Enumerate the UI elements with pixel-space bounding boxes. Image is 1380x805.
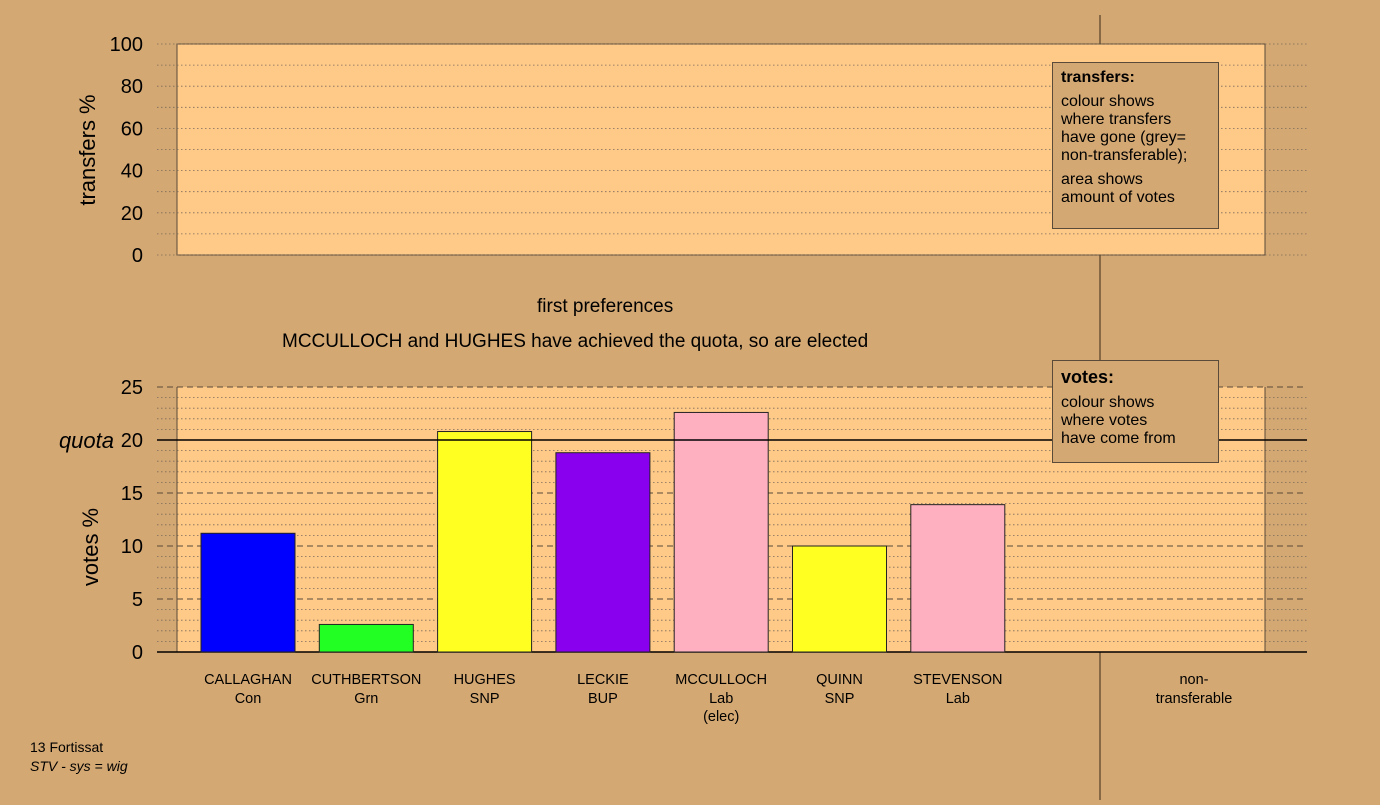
candidate-party-label: SNP — [470, 691, 500, 707]
votes-tick-label: 10 — [121, 536, 143, 558]
non-transferable-label: transferable — [1156, 691, 1233, 707]
votes-bar — [555, 452, 651, 653]
votes-bar — [437, 431, 533, 653]
candidate-name-label: CUTHBERTSON — [311, 672, 421, 688]
candidate-party-label: Grn — [354, 691, 378, 707]
votes-legend-text: colour shows where votes have come from — [1061, 394, 1210, 448]
votes-axis-title: votes % — [78, 507, 103, 586]
votes-bar — [200, 532, 296, 653]
candidate-party-label: Lab — [709, 691, 733, 707]
transfers-legend-text: colour shows where transfers have gone (… — [1061, 93, 1210, 165]
candidate-name-label: MCCULLOCH — [675, 672, 767, 688]
votes-legend-line: colour shows — [1061, 394, 1155, 411]
candidate-name-label: HUGHES — [454, 672, 516, 688]
votes-bar — [318, 623, 414, 653]
transfers-tick-label: 80 — [121, 76, 143, 98]
transfers-legend-text-2: area shows amount of votes — [1061, 171, 1210, 207]
ward-label: 13 Fortissat — [30, 739, 104, 755]
transfers-legend-line: where transfers — [1061, 111, 1172, 128]
votes-bar — [792, 545, 887, 653]
candidate-note-label: (elec) — [703, 709, 739, 725]
candidate-party-label: BUP — [588, 691, 618, 707]
transfers-legend-line: have gone (grey= — [1061, 129, 1186, 146]
transfers-tick-label: 40 — [121, 161, 143, 183]
transfers-legend-line: non-transferable); — [1061, 147, 1188, 164]
non-transferable-label: non- — [1179, 672, 1208, 688]
candidate-party-label: SNP — [825, 691, 855, 707]
candidate-party-label: Lab — [946, 691, 970, 707]
quota-label: quota — [59, 428, 114, 453]
transfers-legend: transfers: colour shows where transfers … — [1052, 62, 1219, 229]
candidate-name-label: CALLAGHAN — [204, 672, 292, 688]
votes-legend-line: where votes — [1061, 412, 1148, 429]
transfers-legend-title: transfers: — [1061, 69, 1135, 86]
votes-bar — [910, 504, 1006, 653]
candidate-name-label: LECKIE — [577, 672, 629, 688]
transfers-legend-line: colour shows — [1061, 93, 1155, 110]
transfers-tick-label: 20 — [121, 203, 143, 225]
votes-legend-title: votes: — [1061, 367, 1115, 387]
votes-tick-label: 20 — [121, 430, 143, 452]
chart-subtitle: MCCULLOCH and HUGHES have achieved the q… — [282, 331, 869, 352]
votes-tick-label: 15 — [121, 483, 143, 505]
votes-legend: votes: colour shows where votes have com… — [1052, 360, 1219, 463]
chart-title: first preferences — [537, 296, 674, 317]
transfers-legend-line: amount of votes — [1061, 189, 1175, 206]
system-label: STV - sys = wig — [30, 758, 128, 774]
candidate-name-label: QUINN — [816, 672, 863, 688]
transfers-legend-line: area shows — [1061, 171, 1143, 188]
votes-legend-line: have come from — [1061, 430, 1176, 447]
transfers-axis-title: transfers % — [75, 93, 100, 206]
votes-tick-label: 5 — [132, 589, 143, 611]
footer: 13 Fortissat STV - sys = wig — [30, 738, 128, 776]
transfers-tick-label: 0 — [132, 245, 143, 267]
candidate-party-label: Con — [235, 691, 262, 707]
votes-tick-label: 0 — [132, 642, 143, 664]
votes-bar — [673, 411, 769, 653]
transfers-tick-label: 60 — [121, 118, 143, 140]
candidate-name-label: STEVENSON — [913, 672, 1002, 688]
transfers-tick-label: 100 — [110, 34, 143, 56]
votes-tick-label: 25 — [121, 377, 143, 399]
